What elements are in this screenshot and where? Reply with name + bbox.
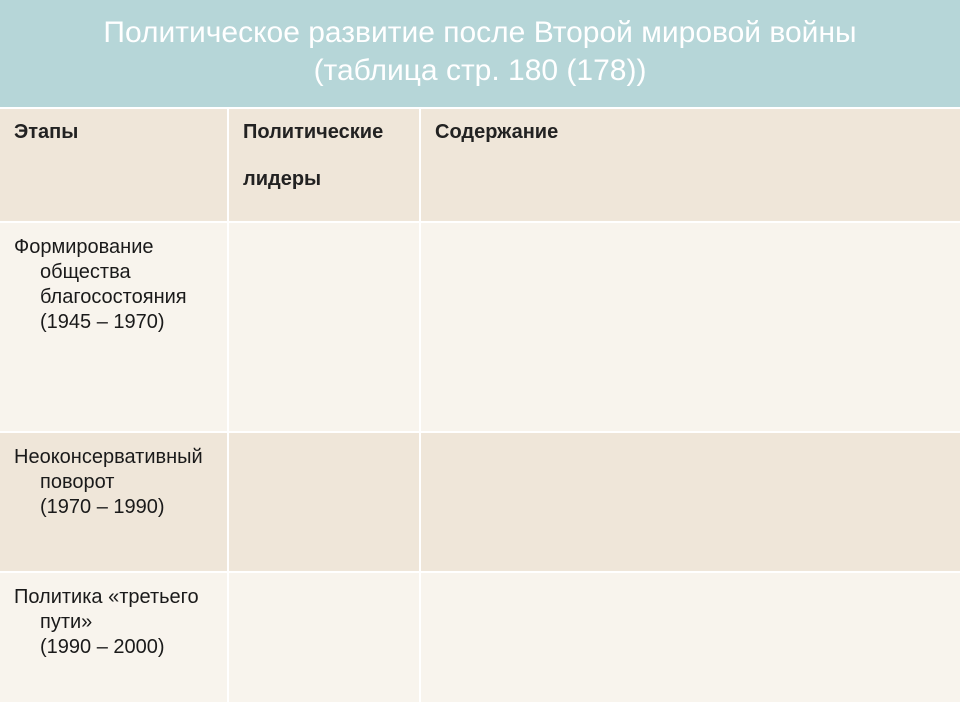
col-header-content: Содержание [420, 108, 960, 222]
content-cell [420, 432, 960, 572]
leaders-cell [228, 572, 420, 702]
title-line1: Политическое развитие после Второй миров… [103, 16, 856, 49]
col-header-leaders: Политические лидеры [228, 108, 420, 222]
col-header-leaders-l1: Политические [243, 121, 383, 143]
table-row: Формирование общества благосостояния (19… [0, 222, 960, 432]
col-header-stages-l1: Этапы [14, 121, 78, 143]
col-header-leaders-l2: лидеры [243, 168, 405, 191]
stage-cell: Политика «третьего пути» (1990 – 2000) [0, 572, 228, 702]
leaders-cell [228, 432, 420, 572]
stage-cell: Неоконсервативный поворот (1970 – 1990) [0, 432, 228, 572]
main-table: Политическое развитие после Второй миров… [0, 0, 960, 702]
stage-cell: Формирование общества благосостояния (19… [0, 222, 228, 432]
content-cell [420, 222, 960, 432]
table-row: Неоконсервативный поворот (1970 – 1990) [0, 432, 960, 572]
content-cell [420, 572, 960, 702]
stage-text: Неоконсервативный поворот (1970 – 1990) [14, 445, 213, 520]
title-row: Политическое развитие после Второй миров… [0, 0, 960, 108]
slide: Политическое развитие после Второй миров… [0, 0, 960, 720]
stage-text: Политика «третьего пути» (1990 – 2000) [14, 585, 213, 660]
title-line2: (таблица стр. 180 (178)) [314, 54, 647, 87]
table-row: Политика «третьего пути» (1990 – 2000) [0, 572, 960, 702]
slide-title: Политическое развитие после Второй миров… [0, 0, 960, 108]
leaders-cell [228, 222, 420, 432]
col-header-content-l1: Содержание [435, 121, 558, 143]
header-row: Этапы Политические лидеры Содержание [0, 108, 960, 222]
stage-text: Формирование общества благосостояния (19… [14, 235, 213, 335]
col-header-stages: Этапы [0, 108, 228, 222]
